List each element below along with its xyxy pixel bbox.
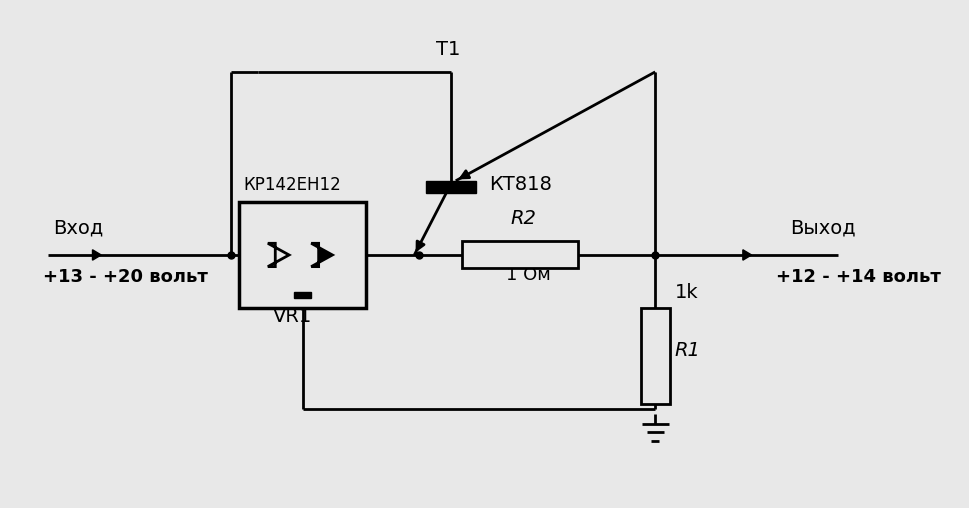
Text: Вход: Вход xyxy=(53,219,103,238)
Text: R1: R1 xyxy=(673,341,700,360)
Text: Выход: Выход xyxy=(790,219,855,238)
Bar xyxy=(238,202,365,308)
Text: КТ818: КТ818 xyxy=(489,175,551,195)
Text: T1: T1 xyxy=(436,40,460,58)
Polygon shape xyxy=(742,250,751,260)
Text: 1k: 1k xyxy=(673,283,698,302)
Polygon shape xyxy=(92,250,101,260)
Text: VR1: VR1 xyxy=(272,307,312,327)
Bar xyxy=(641,308,669,404)
Text: +12 - +14 вольт: +12 - +14 вольт xyxy=(775,268,940,286)
Bar xyxy=(462,241,578,268)
Text: 1 Ом: 1 Ом xyxy=(505,266,550,284)
Bar xyxy=(294,292,311,298)
Polygon shape xyxy=(267,243,289,267)
Polygon shape xyxy=(311,243,332,267)
Text: КР142ЕН12: КР142ЕН12 xyxy=(243,176,341,195)
Bar xyxy=(425,181,476,194)
Text: +13 - +20 вольт: +13 - +20 вольт xyxy=(44,268,208,286)
Text: R2: R2 xyxy=(510,209,536,228)
